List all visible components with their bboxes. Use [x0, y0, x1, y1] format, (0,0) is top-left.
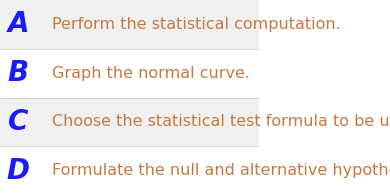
Text: Choose the statistical test formula to be used.: Choose the statistical test formula to b…	[52, 114, 390, 129]
Text: D: D	[7, 157, 30, 185]
FancyBboxPatch shape	[0, 49, 259, 98]
Text: Formulate the null and alternative hypothesis.: Formulate the null and alternative hypot…	[52, 163, 390, 178]
Text: A: A	[7, 10, 29, 38]
FancyBboxPatch shape	[0, 146, 259, 195]
Text: C: C	[8, 108, 28, 136]
Text: Perform the statistical computation.: Perform the statistical computation.	[52, 17, 340, 32]
FancyBboxPatch shape	[0, 98, 259, 146]
FancyBboxPatch shape	[0, 0, 259, 49]
Text: B: B	[7, 59, 29, 87]
Text: Graph the normal curve.: Graph the normal curve.	[52, 66, 250, 81]
